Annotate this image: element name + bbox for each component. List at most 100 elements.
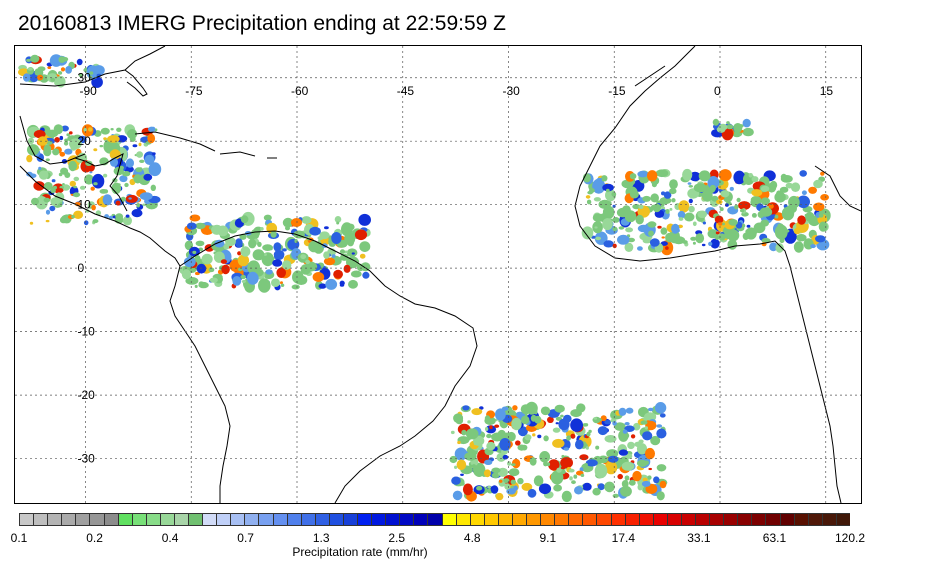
colorbar-swatch <box>103 513 119 526</box>
precip-cell <box>540 406 551 416</box>
colorbar-swatch <box>469 513 485 526</box>
precip-cell <box>247 260 261 275</box>
precip-cell <box>312 272 325 282</box>
colorbar-swatch <box>173 513 189 526</box>
precip-cell <box>60 167 69 175</box>
precip-cell <box>574 486 583 495</box>
precip-cell <box>629 190 639 199</box>
precip-cell <box>656 428 667 439</box>
precip-cell <box>272 259 283 267</box>
precip-cell <box>677 210 686 219</box>
precip-cell <box>195 240 205 247</box>
precip-cell <box>648 230 654 237</box>
precip-cell <box>491 472 500 479</box>
precip-cell <box>697 210 707 219</box>
precip-cell <box>334 216 342 223</box>
precip-cell <box>592 221 603 234</box>
precip-cell <box>595 236 602 241</box>
precip-cell <box>543 461 548 467</box>
precip-cell <box>650 435 661 446</box>
precip-cell <box>638 204 644 209</box>
precip-cell <box>791 184 800 190</box>
precip-cell <box>645 420 657 431</box>
precip-cell <box>521 482 533 491</box>
precip-cell <box>323 251 330 259</box>
precip-cell <box>592 487 601 496</box>
precip-cell <box>183 256 196 268</box>
colorbar-swatch <box>737 513 752 526</box>
precip-cell <box>532 433 536 437</box>
precip-cell <box>759 207 773 217</box>
longitude-label: -90 <box>80 84 98 98</box>
precip-cell <box>751 189 763 197</box>
precip-cell <box>726 121 730 125</box>
precip-cell <box>534 415 542 424</box>
precip-cell <box>38 170 49 180</box>
precip-cell <box>585 195 591 199</box>
colorbar-swatch <box>568 513 583 526</box>
precip-cell <box>305 259 311 265</box>
coastline-africa <box>574 46 842 503</box>
precip-cell <box>661 236 665 239</box>
precip-cell <box>295 275 308 285</box>
precip-cell <box>83 128 87 132</box>
precip-cell <box>181 269 191 280</box>
precip-cell <box>751 176 759 183</box>
precip-cell <box>660 227 668 235</box>
colorbar-tick-label: 33.1 <box>687 531 711 545</box>
precip-cell <box>597 426 608 436</box>
precip-cell <box>346 256 359 269</box>
precipitation-map[interactable]: -90 -75 -60 -45 -30 -15 0 15 30 20 10 0 -10 -20 -30 <box>14 45 862 504</box>
precip-cell <box>194 284 198 288</box>
precip-cell <box>647 221 657 228</box>
precip-cell <box>309 226 321 236</box>
precip-cell <box>659 197 672 205</box>
precip-cell <box>692 241 696 245</box>
precip-cell <box>543 435 549 442</box>
precip-cell <box>683 212 695 222</box>
colorbar-swatch <box>540 513 555 526</box>
precip-cell <box>573 474 578 479</box>
precip-cell <box>584 463 588 467</box>
precip-cell <box>132 144 138 148</box>
precip-cell <box>99 144 104 148</box>
precip-cell <box>632 470 642 482</box>
precip-cell <box>79 185 86 190</box>
precip-cell <box>711 195 719 202</box>
precip-cell <box>665 232 675 243</box>
longitude-label: -15 <box>608 84 626 98</box>
precip-cell <box>698 170 711 182</box>
precip-cell <box>746 224 751 228</box>
precip-cell <box>58 188 64 193</box>
precip-cell <box>285 225 290 231</box>
precip-cell <box>503 478 510 483</box>
precip-cell <box>60 67 66 72</box>
precip-cell <box>240 246 251 257</box>
precip-cell <box>570 418 583 432</box>
precip-cluster <box>711 118 754 141</box>
precip-cell <box>618 226 625 230</box>
precip-cell <box>748 173 753 178</box>
precip-cell <box>529 457 537 466</box>
precip-cell <box>552 438 565 448</box>
precip-cell <box>346 248 358 257</box>
precip-cell <box>585 459 598 467</box>
latitude-label: -10 <box>78 325 96 339</box>
precip-cell <box>260 227 264 231</box>
precip-cell <box>69 131 73 135</box>
precip-cell <box>561 490 572 503</box>
precip-cell <box>525 401 538 415</box>
precip-cell <box>359 253 366 259</box>
precip-cell <box>495 408 506 421</box>
precip-cell <box>548 459 560 471</box>
precip-cell <box>678 200 690 213</box>
precip-cell <box>760 185 770 192</box>
precip-cell <box>33 181 45 191</box>
precip-cell <box>58 71 63 75</box>
precip-cell <box>586 199 592 205</box>
precip-cell <box>93 182 98 186</box>
precip-cell <box>718 221 723 226</box>
precip-cell <box>537 434 542 439</box>
precip-cell <box>209 277 218 283</box>
precip-cell <box>655 169 669 177</box>
